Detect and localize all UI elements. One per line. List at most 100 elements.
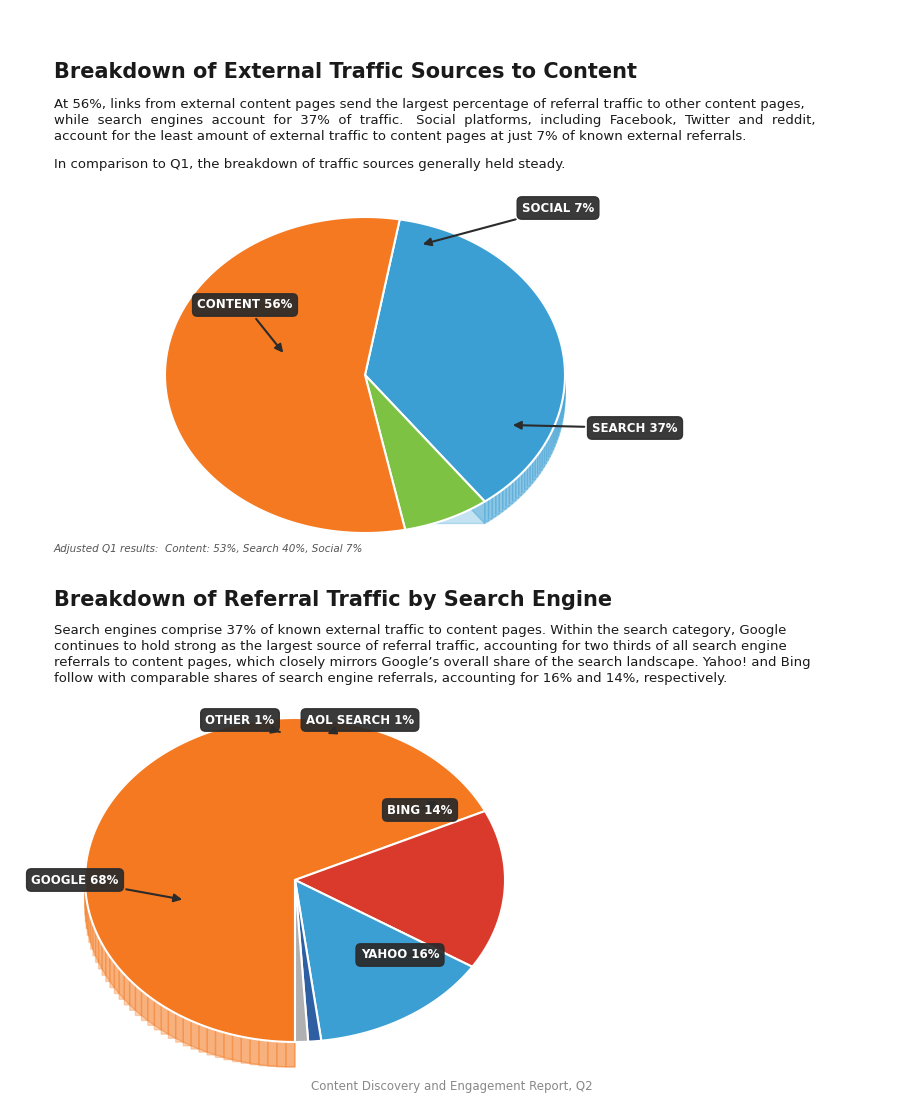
Polygon shape <box>417 222 422 244</box>
Polygon shape <box>136 769 143 799</box>
Polygon shape <box>558 337 560 359</box>
Polygon shape <box>278 718 287 743</box>
Polygon shape <box>535 292 537 314</box>
Polygon shape <box>518 473 521 496</box>
Text: follow with comparable shares of search engine referrals, accounting for 16% and: follow with comparable shares of search … <box>54 672 726 685</box>
Polygon shape <box>250 1039 258 1064</box>
Text: OTHER 1%: OTHER 1% <box>205 713 280 732</box>
Polygon shape <box>232 1034 241 1062</box>
Text: SOCIAL 7%: SOCIAL 7% <box>424 201 593 246</box>
Polygon shape <box>358 725 368 751</box>
Polygon shape <box>480 247 485 269</box>
Polygon shape <box>252 720 260 747</box>
Polygon shape <box>461 781 466 807</box>
Polygon shape <box>430 755 436 781</box>
Polygon shape <box>506 484 508 507</box>
Polygon shape <box>516 476 518 498</box>
Polygon shape <box>209 730 217 758</box>
Polygon shape <box>552 319 553 341</box>
Polygon shape <box>477 244 480 267</box>
Polygon shape <box>499 258 502 280</box>
Text: YAHOO 16%: YAHOO 16% <box>360 949 439 961</box>
Polygon shape <box>435 228 440 249</box>
Polygon shape <box>90 918 93 949</box>
Polygon shape <box>485 249 489 271</box>
Polygon shape <box>559 407 561 429</box>
Polygon shape <box>183 1018 191 1045</box>
Polygon shape <box>226 724 234 752</box>
Polygon shape <box>525 280 527 302</box>
Polygon shape <box>200 732 209 760</box>
Polygon shape <box>449 231 452 253</box>
Polygon shape <box>120 784 126 815</box>
Text: Content Discovery and Engagement Report, Q2: Content Discovery and Engagement Report,… <box>311 1080 592 1093</box>
Polygon shape <box>170 745 177 774</box>
Polygon shape <box>551 428 553 450</box>
Polygon shape <box>365 219 564 501</box>
Polygon shape <box>516 271 518 293</box>
Polygon shape <box>444 230 449 252</box>
Polygon shape <box>102 944 106 975</box>
Polygon shape <box>512 269 516 291</box>
Polygon shape <box>285 1042 294 1067</box>
Polygon shape <box>89 841 91 873</box>
Text: account for the least amount of external traffic to content pages at just 7% of : account for the least amount of external… <box>54 130 746 143</box>
Polygon shape <box>440 229 444 251</box>
Polygon shape <box>480 804 485 830</box>
Polygon shape <box>537 296 539 318</box>
Polygon shape <box>332 721 341 745</box>
Polygon shape <box>498 490 502 511</box>
Polygon shape <box>556 330 557 351</box>
Polygon shape <box>149 759 155 789</box>
Polygon shape <box>495 492 498 514</box>
Polygon shape <box>399 219 484 523</box>
Text: In comparison to Q1, the breakdown of traffic sources generally held steady.: In comparison to Q1, the breakdown of tr… <box>54 158 564 171</box>
Polygon shape <box>165 217 405 533</box>
Text: referrals to content pages, which closely mirrors Google’s overall share of the : referrals to content pages, which closel… <box>54 655 810 669</box>
Polygon shape <box>161 1004 168 1034</box>
Polygon shape <box>103 809 107 840</box>
Polygon shape <box>368 728 376 753</box>
Polygon shape <box>546 309 548 331</box>
Polygon shape <box>135 985 141 1015</box>
Polygon shape <box>93 828 96 860</box>
Polygon shape <box>99 814 103 847</box>
Polygon shape <box>404 220 408 242</box>
Text: Adjusted Q1 results:  Content: 53%, Search 40%, Social 7%: Adjusted Q1 results: Content: 53%, Searc… <box>54 544 363 554</box>
Polygon shape <box>530 286 532 308</box>
Polygon shape <box>455 775 461 801</box>
Text: BING 14%: BING 14% <box>386 802 452 817</box>
Polygon shape <box>88 848 89 880</box>
Polygon shape <box>484 499 488 521</box>
Polygon shape <box>258 1040 267 1065</box>
Polygon shape <box>241 1037 250 1063</box>
Polygon shape <box>550 431 551 453</box>
Polygon shape <box>175 1013 183 1042</box>
Polygon shape <box>502 487 506 509</box>
Polygon shape <box>408 743 415 769</box>
Polygon shape <box>365 241 564 523</box>
Polygon shape <box>107 802 111 833</box>
Polygon shape <box>126 779 131 810</box>
Polygon shape <box>323 720 332 744</box>
Polygon shape <box>443 765 450 791</box>
Polygon shape <box>521 277 525 299</box>
Polygon shape <box>294 811 505 967</box>
Polygon shape <box>550 316 552 338</box>
Polygon shape <box>154 1000 161 1030</box>
Polygon shape <box>431 226 435 248</box>
Polygon shape <box>168 1009 175 1039</box>
Polygon shape <box>436 761 443 785</box>
Polygon shape <box>542 302 544 324</box>
Polygon shape <box>469 240 473 262</box>
Polygon shape <box>518 274 521 297</box>
Polygon shape <box>124 974 129 1004</box>
Polygon shape <box>85 743 485 1067</box>
Text: AOL SEARCH 1%: AOL SEARCH 1% <box>305 713 414 733</box>
Polygon shape <box>473 242 477 264</box>
Polygon shape <box>260 719 269 745</box>
Polygon shape <box>532 458 535 480</box>
Polygon shape <box>524 468 526 489</box>
Polygon shape <box>305 718 314 743</box>
Text: while  search  engines  account  for  37%  of  traffic.   Social  platforms,  in: while search engines account for 37% of … <box>54 114 815 127</box>
